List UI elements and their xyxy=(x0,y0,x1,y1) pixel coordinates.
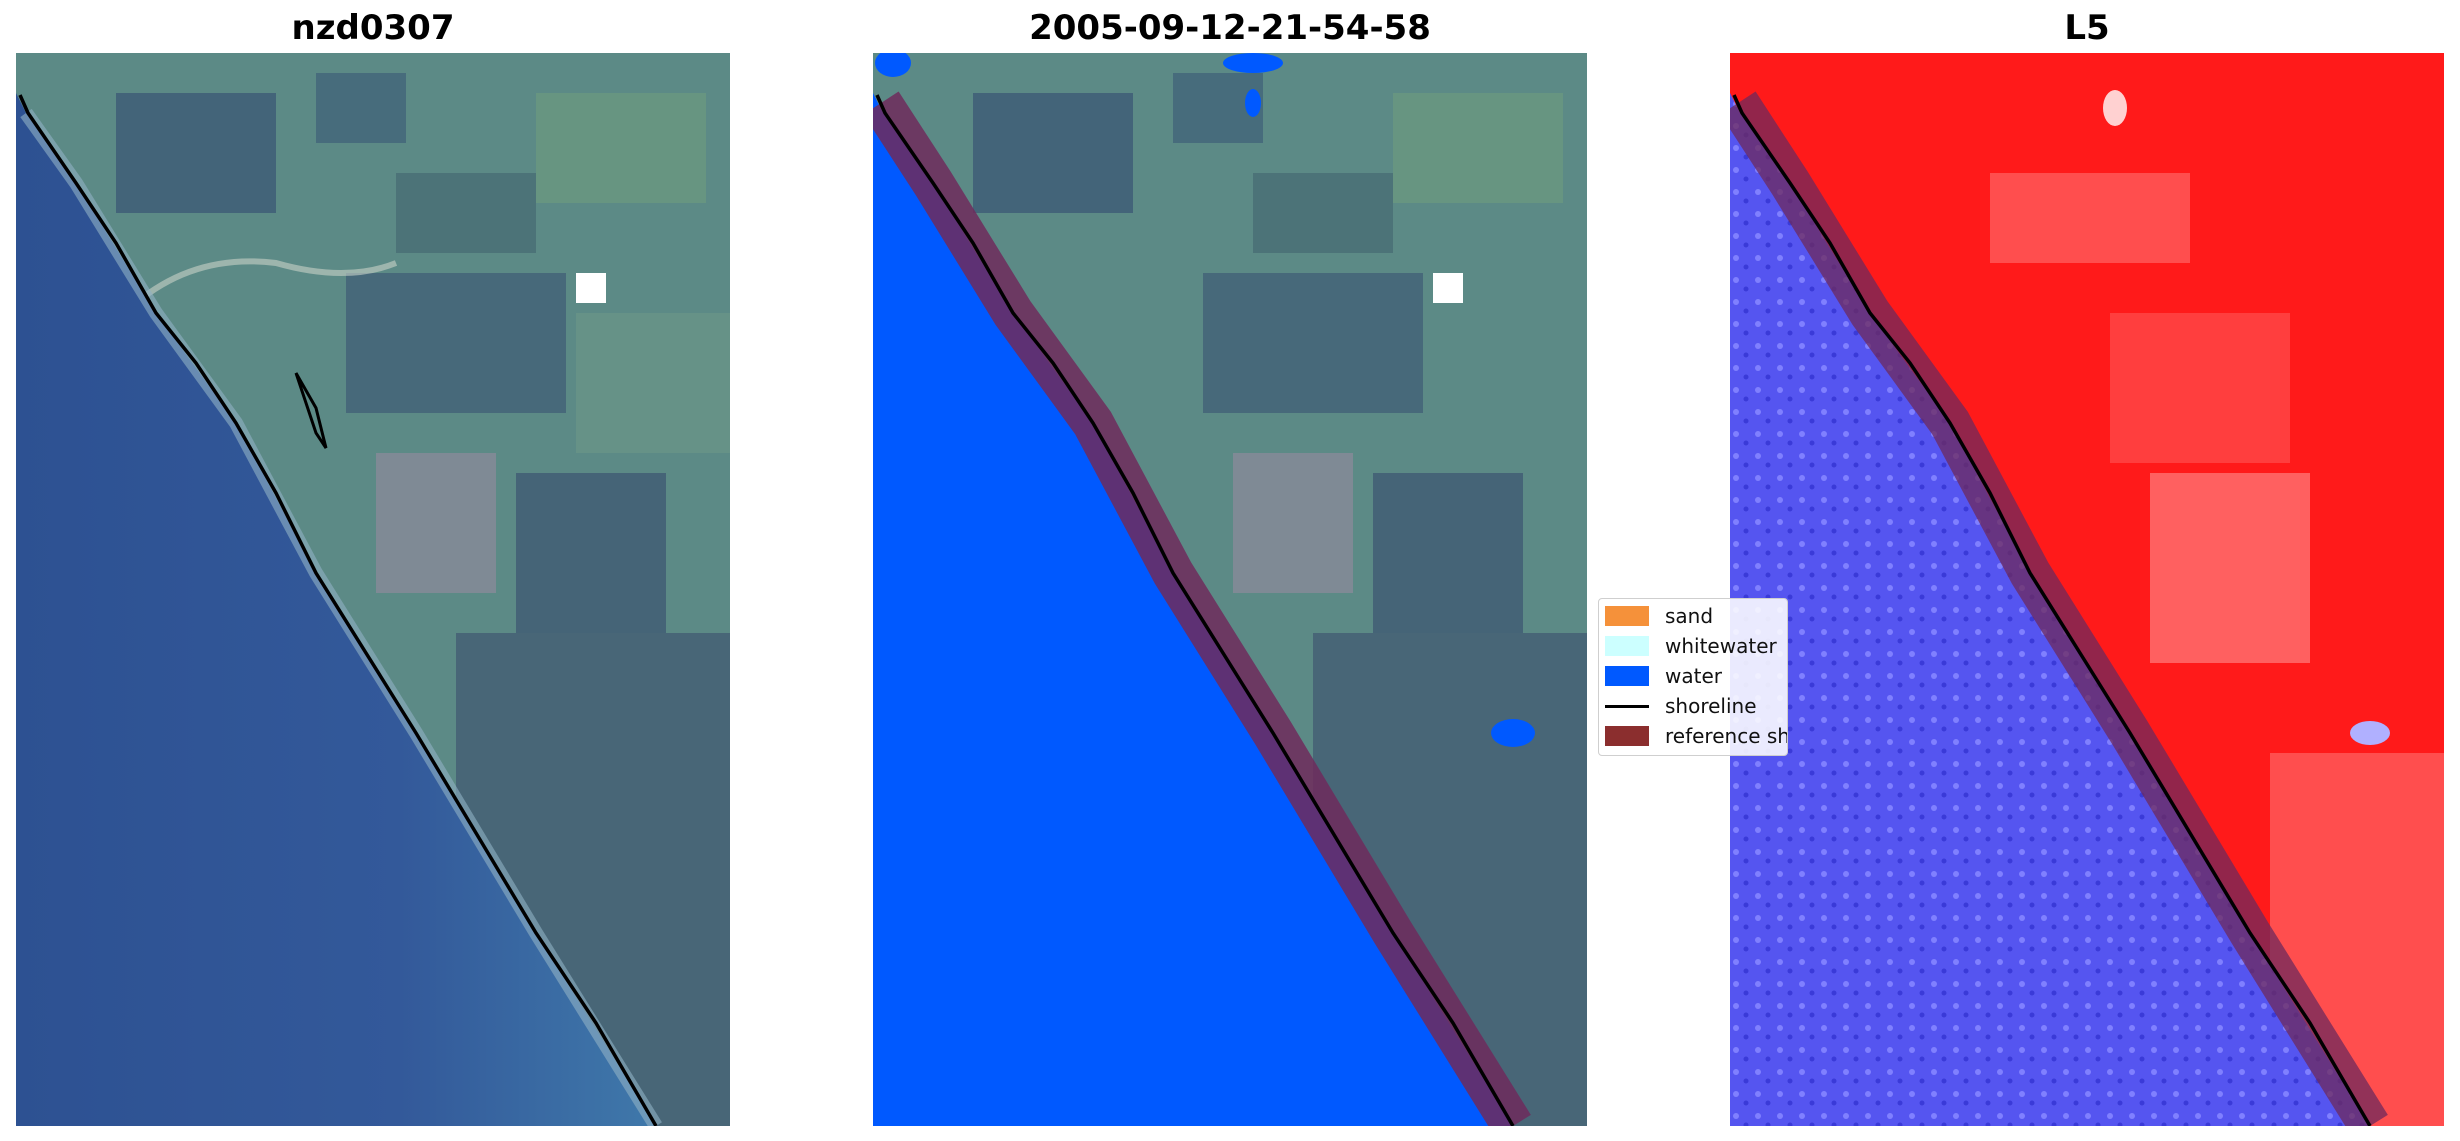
legend-label-sand: sand xyxy=(1665,604,1714,628)
l5-index-image xyxy=(1730,53,2444,1126)
legend-item-shoreline: shoreline xyxy=(1605,693,1757,719)
panel-title-classification: 2005-09-12-21-54-58 xyxy=(1029,8,1431,48)
panel-title-rgb: nzd0307 xyxy=(291,8,455,48)
l5-index-panel xyxy=(1730,53,2444,1126)
legend-label-shoreline: shoreline xyxy=(1665,694,1757,718)
panel-title-mndwi: L5 xyxy=(2064,8,2110,48)
legend-item-whitewater: whitewater xyxy=(1605,633,1777,659)
classification-image xyxy=(873,53,1587,1126)
whitewater-swatch xyxy=(1605,636,1649,656)
legend: sand whitewater water shoreline referenc… xyxy=(1598,598,1788,756)
legend-label-reference-buffer: reference shoreline buffer xyxy=(1665,724,1788,748)
legend-label-whitewater: whitewater xyxy=(1665,634,1777,658)
rgb-image xyxy=(16,53,730,1126)
shoreline-line xyxy=(18,94,658,1126)
legend-item-water: water xyxy=(1605,663,1722,689)
classification-panel xyxy=(873,53,1587,1126)
shoreline-swatch xyxy=(1605,704,1649,708)
reference-buffer-swatch xyxy=(1605,726,1649,746)
legend-item-reference-buffer: reference shoreline buffer xyxy=(1605,723,1788,749)
rgb-image-panel xyxy=(16,53,730,1126)
water-swatch xyxy=(1605,666,1649,686)
legend-item-sand: sand xyxy=(1605,603,1713,629)
legend-label-water: water xyxy=(1665,664,1722,688)
sand-swatch xyxy=(1605,606,1649,626)
